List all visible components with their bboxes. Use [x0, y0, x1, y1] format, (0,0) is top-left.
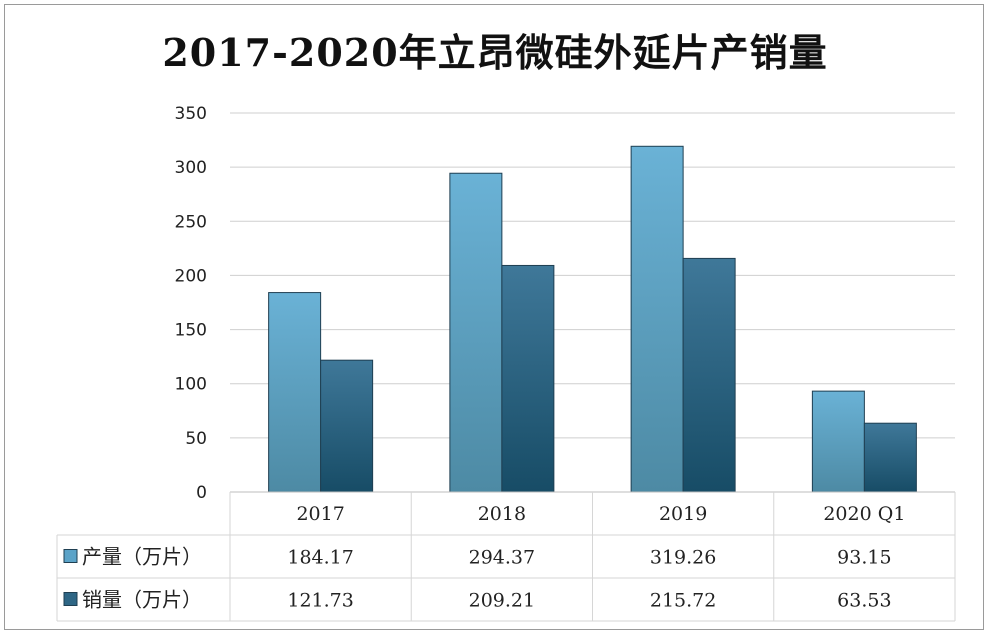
data-label: 294.37 [469, 547, 535, 569]
x-tick-label: 2019 [659, 503, 707, 525]
x-tick-label: 2020 Q1 [823, 503, 905, 525]
bar [320, 359, 374, 493]
legend-label: 产量（万片） [82, 545, 202, 569]
data-label: 319.26 [650, 547, 716, 569]
y-tick-label: 50 [185, 429, 207, 449]
data-label: 93.15 [837, 547, 891, 569]
data-label: 121.73 [287, 590, 353, 612]
y-tick-label: 300 [175, 158, 207, 178]
y-tick-label: 150 [175, 321, 207, 341]
x-tick-label: 2017 [296, 503, 344, 525]
chart-title: 2017-2020年立昂微硅外延片产销量 [162, 30, 828, 75]
y-tick-label: 250 [175, 212, 207, 232]
bar [630, 145, 684, 493]
bar [449, 172, 503, 493]
legend-label: 销量（万片） [82, 588, 202, 612]
legend-swatch [63, 592, 78, 606]
y-tick-label: 350 [175, 104, 207, 124]
bar [501, 264, 555, 493]
data-label: 63.53 [837, 590, 891, 612]
y-tick-label: 200 [175, 266, 207, 286]
y-tick-label: 0 [196, 483, 207, 503]
bar [268, 292, 322, 493]
data-label: 184.17 [287, 547, 353, 569]
data-label: 215.72 [650, 590, 716, 612]
x-tick-label: 2018 [478, 503, 526, 525]
y-tick-label: 100 [175, 375, 207, 395]
data-label: 209.21 [469, 590, 535, 612]
bar [811, 390, 865, 493]
bar [682, 257, 736, 493]
legend-swatch [63, 549, 78, 563]
bar [863, 422, 917, 493]
